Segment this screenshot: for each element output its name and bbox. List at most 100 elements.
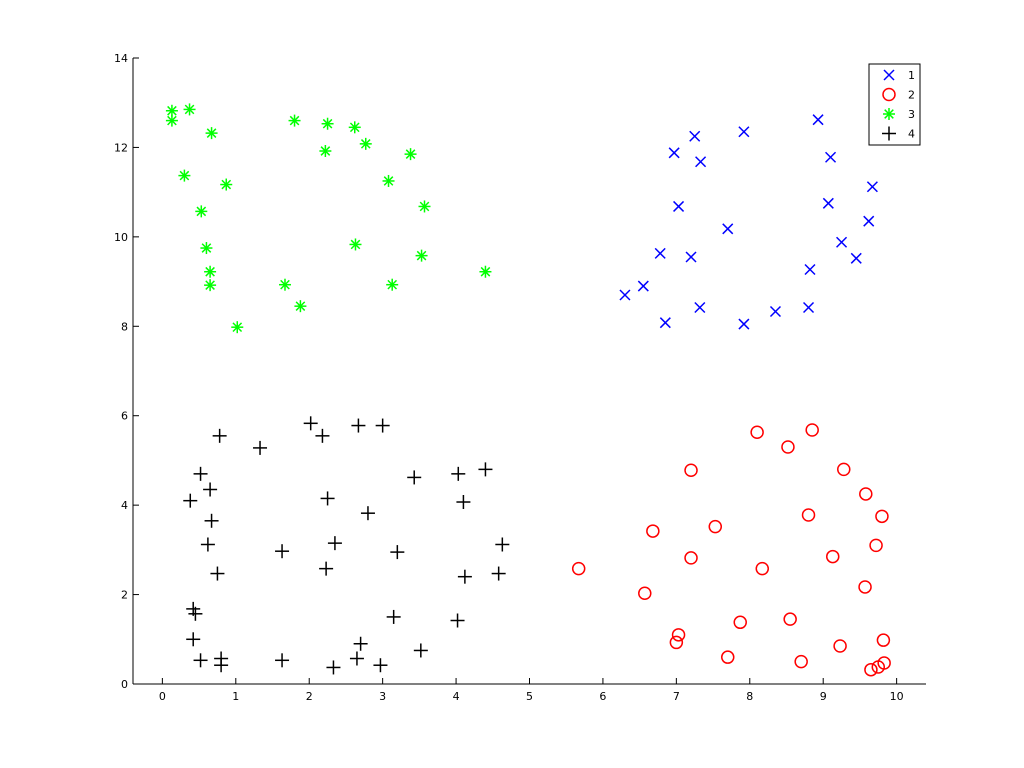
series-4-point (275, 653, 290, 668)
series-2-point (864, 662, 878, 677)
series-1-point (863, 215, 875, 227)
series-2-point (877, 656, 891, 670)
series-3-point (220, 178, 233, 191)
series-4-point (315, 428, 330, 443)
x-tick-label: 2 (306, 690, 313, 703)
series-4-point (212, 428, 227, 443)
y-tick-label: 10 (114, 231, 128, 244)
series-1-point (866, 181, 878, 193)
series-3-point (204, 279, 217, 292)
series-2-point (781, 440, 795, 454)
series-1-point (802, 301, 815, 314)
y-tick-label: 12 (114, 141, 128, 154)
series-3-point (479, 265, 492, 278)
legend-label: 1 (908, 69, 915, 82)
series-1-point (812, 114, 824, 126)
legend-label: 2 (908, 89, 915, 102)
series-2-point (869, 538, 883, 553)
series-1-point (822, 197, 834, 209)
series-1-point (836, 236, 848, 248)
series-4-point (275, 544, 290, 559)
series-4-point (319, 561, 334, 576)
series-4-point (349, 651, 364, 666)
series-1-point (673, 200, 685, 212)
series-1-point (738, 126, 750, 138)
series-2-point (684, 551, 698, 565)
series-3-point (195, 205, 208, 218)
series-3-point (404, 148, 417, 161)
series-2-point (805, 423, 819, 437)
series-4-point (214, 658, 229, 673)
series-1-point (619, 289, 631, 301)
series-2-point (755, 561, 770, 576)
series-2-point (875, 509, 889, 524)
series-3-point (348, 121, 361, 134)
legend-label: 3 (908, 108, 915, 121)
series-3-point (200, 242, 213, 255)
series-2-point (837, 462, 851, 477)
series-3-point (178, 169, 191, 182)
series-4-point (188, 606, 203, 621)
x-tick-label: 8 (746, 690, 753, 703)
legend-entry-1: 1 (883, 69, 915, 82)
series-4-point (495, 537, 510, 552)
y-tick-label: 4 (121, 499, 128, 512)
series-4-point (375, 418, 390, 433)
series-4-point (320, 491, 335, 506)
legend-label: 4 (908, 128, 915, 141)
series-1-point (659, 317, 671, 329)
series-4-point (450, 613, 465, 628)
series-4-point (193, 653, 208, 668)
series-3-point (205, 127, 218, 140)
series-1-point (694, 301, 706, 314)
series-4-point (413, 643, 428, 658)
series-4-point (386, 609, 401, 624)
plot-area (133, 58, 926, 684)
series-4-point (327, 536, 342, 551)
series-2-point (833, 639, 847, 653)
series-4-point (253, 440, 268, 455)
series-3 (165, 103, 492, 334)
y-tick-label: 0 (121, 678, 128, 691)
series-3-point (418, 200, 431, 213)
x-tick-label: 9 (820, 690, 827, 703)
series-1-point (654, 247, 666, 259)
series-4-point (193, 466, 208, 481)
series-2 (571, 423, 891, 677)
series-1-point (804, 263, 816, 276)
series-2-point (669, 635, 684, 650)
series-3-point (183, 103, 196, 116)
series-4-point (360, 506, 375, 521)
legend-box (868, 63, 921, 146)
series-2-point (858, 580, 872, 594)
legend-entry-2: 2 (882, 87, 915, 102)
series-2-point (684, 463, 698, 478)
series-4-point (186, 632, 201, 647)
series-4-point (351, 418, 366, 433)
series-3-point (231, 321, 244, 334)
series-1-point (668, 147, 680, 159)
series-3-point (321, 117, 334, 130)
series-2-point (783, 612, 797, 626)
series-1-point (689, 130, 701, 142)
series-4-point (210, 566, 225, 581)
series-4-point (183, 493, 198, 508)
series-4-point (200, 537, 215, 552)
series-4-point (204, 513, 219, 528)
series-1-point (850, 252, 862, 264)
series-4-point (456, 495, 471, 510)
series-2-point (721, 650, 735, 664)
series-2-point (794, 654, 808, 669)
series-4-point (373, 658, 388, 673)
series-4 (183, 416, 510, 675)
series-1-point (722, 223, 734, 235)
series-2-point (671, 628, 686, 642)
legend-marker-3 (883, 108, 895, 120)
series-3-point (288, 114, 301, 127)
series-3-point (278, 278, 291, 291)
legend-marker-1 (883, 69, 895, 81)
x-tick-label: 3 (379, 690, 386, 703)
series-4-point (407, 470, 422, 485)
x-tick-label: 0 (159, 690, 166, 703)
x-tick-label: 4 (453, 690, 460, 703)
